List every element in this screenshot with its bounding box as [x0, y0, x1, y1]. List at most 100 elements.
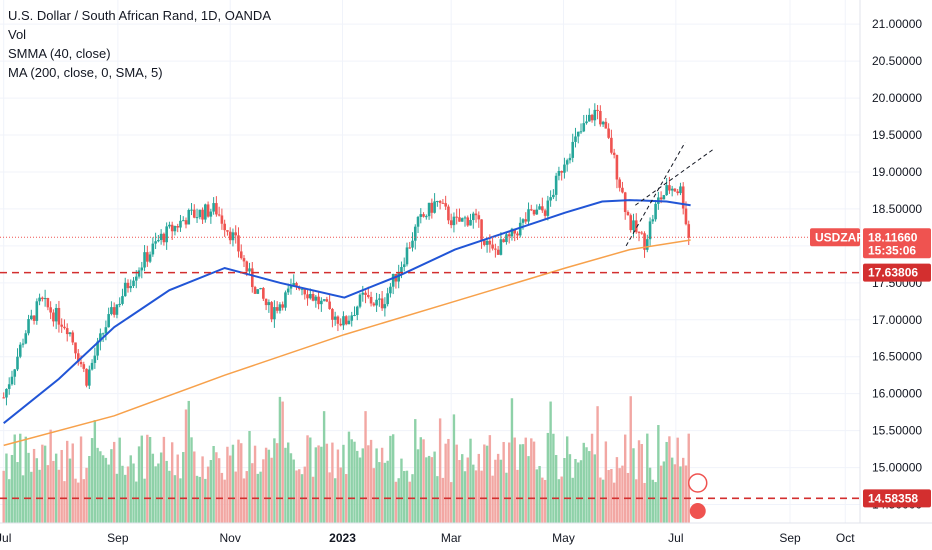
volume-bar	[648, 467, 652, 523]
candle-body	[521, 219, 525, 223]
volume-bar	[143, 478, 146, 523]
volume-bar	[325, 443, 329, 523]
volume-bar	[582, 442, 585, 523]
candle-body	[284, 292, 287, 308]
candle-body	[488, 240, 492, 245]
candle-body	[430, 202, 434, 213]
volume-bar	[309, 437, 312, 523]
legend-smma[interactable]: SMMA (40, close)	[8, 46, 111, 61]
volume-bar	[414, 419, 417, 523]
volume-bar	[298, 469, 301, 523]
candle-body	[7, 384, 11, 389]
candle-body	[286, 288, 290, 293]
candle-body	[237, 235, 240, 252]
candle-body	[30, 315, 33, 320]
volume-bar	[488, 435, 492, 523]
volume-bar	[292, 459, 295, 523]
volume-bar	[215, 452, 218, 523]
volume-bar	[165, 460, 168, 523]
candle-body	[134, 276, 138, 281]
volume-bar	[162, 436, 166, 523]
candle-body	[507, 234, 511, 237]
legend-ma[interactable]: MA (200, close, 0, SMA, 5)	[8, 65, 163, 80]
time-tick-label: May	[552, 531, 575, 545]
candle-body	[273, 307, 276, 320]
horizontal-lines[interactable]	[0, 236, 860, 500]
candle-body	[226, 230, 229, 232]
candle-body	[311, 294, 315, 301]
candle-body	[322, 299, 326, 301]
volume-bar	[129, 455, 132, 523]
candle-body	[308, 294, 312, 299]
time-tick-label: Oct	[836, 531, 855, 545]
price-axis[interactable]: 21.00000 20.50000 20.00000 19.50000 19.00000…	[859, 0, 922, 523]
legend-volume[interactable]: Vol	[8, 27, 27, 42]
time-axis[interactable]: Jul Sep Nov 2023 Mar May Jul Sep Oct	[0, 522, 932, 545]
volume-bar	[54, 453, 58, 523]
candle-body	[112, 307, 116, 315]
volume-bar	[461, 454, 464, 523]
volume-bar	[356, 450, 359, 523]
candle-body	[626, 212, 630, 216]
candle-body	[579, 131, 583, 133]
volume-bar	[524, 437, 527, 523]
volume-bar	[538, 466, 541, 523]
candle-body	[121, 296, 124, 304]
candle-body	[408, 247, 412, 249]
candle-body	[143, 252, 146, 268]
volume-bar	[466, 457, 469, 523]
candle-body	[71, 332, 75, 343]
volume-bar	[662, 461, 666, 523]
candle-body	[132, 280, 135, 287]
time-tick-label: 2023	[329, 531, 356, 545]
candle-body	[469, 220, 472, 226]
candle-body	[416, 216, 420, 227]
volume-bar	[375, 448, 378, 523]
volume-bar	[82, 479, 85, 523]
price-tick-label: 16.50000	[872, 350, 922, 364]
candle-body	[422, 214, 425, 217]
volume-bar	[612, 482, 616, 523]
candle-body	[546, 200, 550, 216]
candle-body	[554, 175, 558, 195]
volume-bar	[444, 443, 447, 523]
volume-bar	[38, 469, 41, 523]
candle-body	[300, 288, 304, 290]
volume-bar	[494, 459, 497, 523]
volume-bar	[237, 439, 240, 523]
candle-body	[162, 233, 166, 243]
candle-body	[367, 294, 370, 297]
volume-bar	[568, 454, 572, 523]
legend-symbol[interactable]: U.S. Dollar / South African Rand, 1D, OA…	[8, 8, 271, 23]
volume-bar	[245, 471, 248, 523]
price-tick-label: 15.50000	[872, 424, 922, 438]
volume-bar	[242, 478, 246, 523]
candle-body	[557, 170, 561, 176]
candle-body	[684, 208, 688, 225]
candle-body	[170, 224, 174, 232]
candle-body	[474, 213, 478, 216]
candle-body	[10, 376, 14, 385]
candle-body	[571, 141, 575, 158]
hline-tag-label: 14.58358	[868, 491, 918, 505]
candlestick-series	[2, 103, 691, 406]
candle-body	[342, 316, 345, 326]
volume-bar	[24, 436, 27, 523]
volume-bar	[223, 479, 226, 523]
volume-bar	[599, 477, 602, 523]
candle-body	[629, 215, 633, 231]
volume-bar	[615, 457, 619, 523]
candle-body	[281, 304, 284, 308]
volume-bar	[148, 436, 152, 523]
candle-body	[607, 128, 610, 138]
volume-bar	[455, 444, 458, 523]
candle-body	[510, 228, 514, 237]
candle-body	[115, 304, 119, 315]
candle-body	[239, 251, 243, 259]
volume-bar	[427, 455, 431, 523]
volume-bar	[624, 434, 627, 523]
volume-bar	[358, 457, 362, 523]
volume-bar	[46, 465, 50, 523]
candle-body	[179, 220, 182, 228]
